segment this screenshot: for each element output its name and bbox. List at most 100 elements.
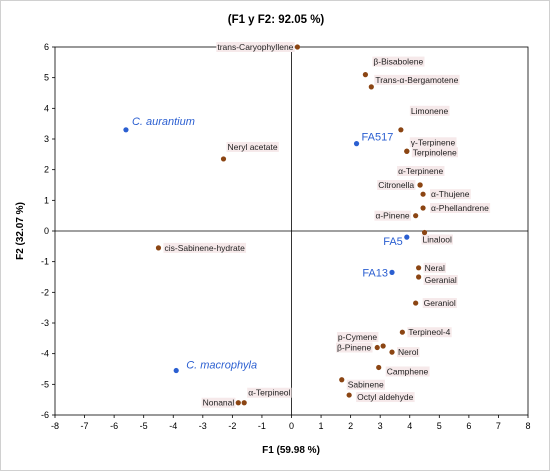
x-tick-label: -5 [140,421,148,431]
compound-label: α-Terpinene [398,166,443,176]
y-tick-label: 3 [44,134,49,144]
compound-point[interactable] [416,265,422,271]
y-tick-label: -6 [41,410,49,420]
label-background [226,141,279,152]
x-tick-label: -3 [199,421,207,431]
x-tick-label: 7 [496,421,501,431]
compound-point[interactable] [376,364,382,371]
y-tick-label: -3 [41,318,49,328]
x-tick-label: 0 [289,421,294,431]
label-background [247,387,292,398]
compound-point[interactable] [294,44,301,50]
sample-point[interactable] [353,141,360,147]
x-tick-label: 1 [319,421,324,431]
compound-label: trans-Caryophyllene [217,42,293,52]
sample-point[interactable] [404,234,410,240]
compound-point[interactable] [420,205,426,211]
sample-point[interactable] [173,367,179,374]
x-tick-label: 3 [378,421,383,431]
label-background [336,332,379,342]
compound-point[interactable] [413,213,419,219]
compound-label: Camphene [387,366,429,376]
label-background [423,275,458,285]
y-tick-label: 4 [44,103,49,113]
label-background [374,74,460,85]
compound-point[interactable] [241,400,247,406]
y-axis-title: F2 (32.07 %) [15,202,26,260]
label-background [374,210,411,221]
compound-label: Trans-α-Bergamotene [375,75,458,85]
x-tick-label: -2 [228,421,236,431]
y-tick-label: 2 [44,165,49,175]
compound-point[interactable] [421,229,428,236]
label-background [356,392,415,403]
label-background [430,203,491,213]
x-tick-label: -8 [51,421,59,431]
compound-label: Sabinene [348,380,384,390]
label-background [201,397,236,408]
sample-point[interactable] [389,269,395,275]
compound-point[interactable] [339,377,345,383]
y-tick-label: -5 [41,379,49,389]
label-background [163,242,247,253]
compound-point[interactable] [155,245,162,251]
compound-label: p-Cymene [338,332,377,342]
x-tick-label: 2 [348,421,353,431]
compound-point[interactable] [220,156,227,162]
label-background [421,234,453,245]
x-tick-label: -6 [110,421,118,431]
compound-label: Citronella [378,180,414,190]
compound-label: Geranial [425,275,457,285]
compound-point[interactable] [416,274,422,280]
y-tick-label: 6 [44,42,49,52]
compound-label: β-Pinene [337,343,371,353]
x-tick-label: 8 [525,421,530,431]
y-tick-label: -2 [41,287,49,297]
points-group: trans-Caryophyllene β-Bisabolene Trans-α-B… [123,42,491,408]
compound-label: Octyl aldehyde [357,392,413,402]
x-tick-label: -7 [81,421,89,431]
compound-label: α-Pinene [375,211,409,221]
compound-label: Neral [425,263,445,273]
y-tick-label: -1 [41,257,49,267]
sample-label: C. aurantium [132,116,195,128]
x-tick-label: 4 [407,421,412,431]
compound-label: Linalool [423,235,452,245]
compound-point[interactable] [404,148,410,154]
compound-point[interactable] [389,349,395,355]
compound-label: β-Bisabolene [373,57,423,67]
compound-point[interactable] [374,344,380,351]
label-background [409,105,450,116]
compound-point[interactable] [413,300,419,306]
compound-point[interactable] [368,84,374,90]
compound-point[interactable] [362,72,369,78]
label-background [372,56,425,67]
compound-point[interactable] [346,392,352,398]
sample-point[interactable] [123,127,129,133]
sample-label: FA13 [362,267,388,279]
sample-label: FA517 [362,132,394,144]
x-axis-title: F1 (59.98 %) [262,445,320,456]
sample-label: FA5 [383,236,403,248]
compound-point[interactable] [420,191,426,197]
compound-point[interactable] [380,343,386,349]
y-tick-label: 1 [44,195,49,205]
compound-point[interactable] [235,400,241,406]
x-tick-label: -4 [169,421,177,431]
compound-point[interactable] [399,329,405,335]
compound-label: γ-Terpinene [411,137,456,147]
label-background [423,262,447,273]
compound-label: Limonene [411,106,449,116]
compound-label: Geraniol [424,298,456,308]
compound-label: α-Phellandrene [431,203,489,213]
compound-label: α-Terpineol [248,388,290,398]
x-tick-label: 5 [437,421,442,431]
y-tick-label: 0 [44,226,49,236]
label-background [346,379,385,390]
x-tick-label: 6 [466,421,471,431]
compound-label: Nerol [398,347,418,357]
compound-point[interactable] [417,182,423,188]
compound-point[interactable] [398,127,404,133]
